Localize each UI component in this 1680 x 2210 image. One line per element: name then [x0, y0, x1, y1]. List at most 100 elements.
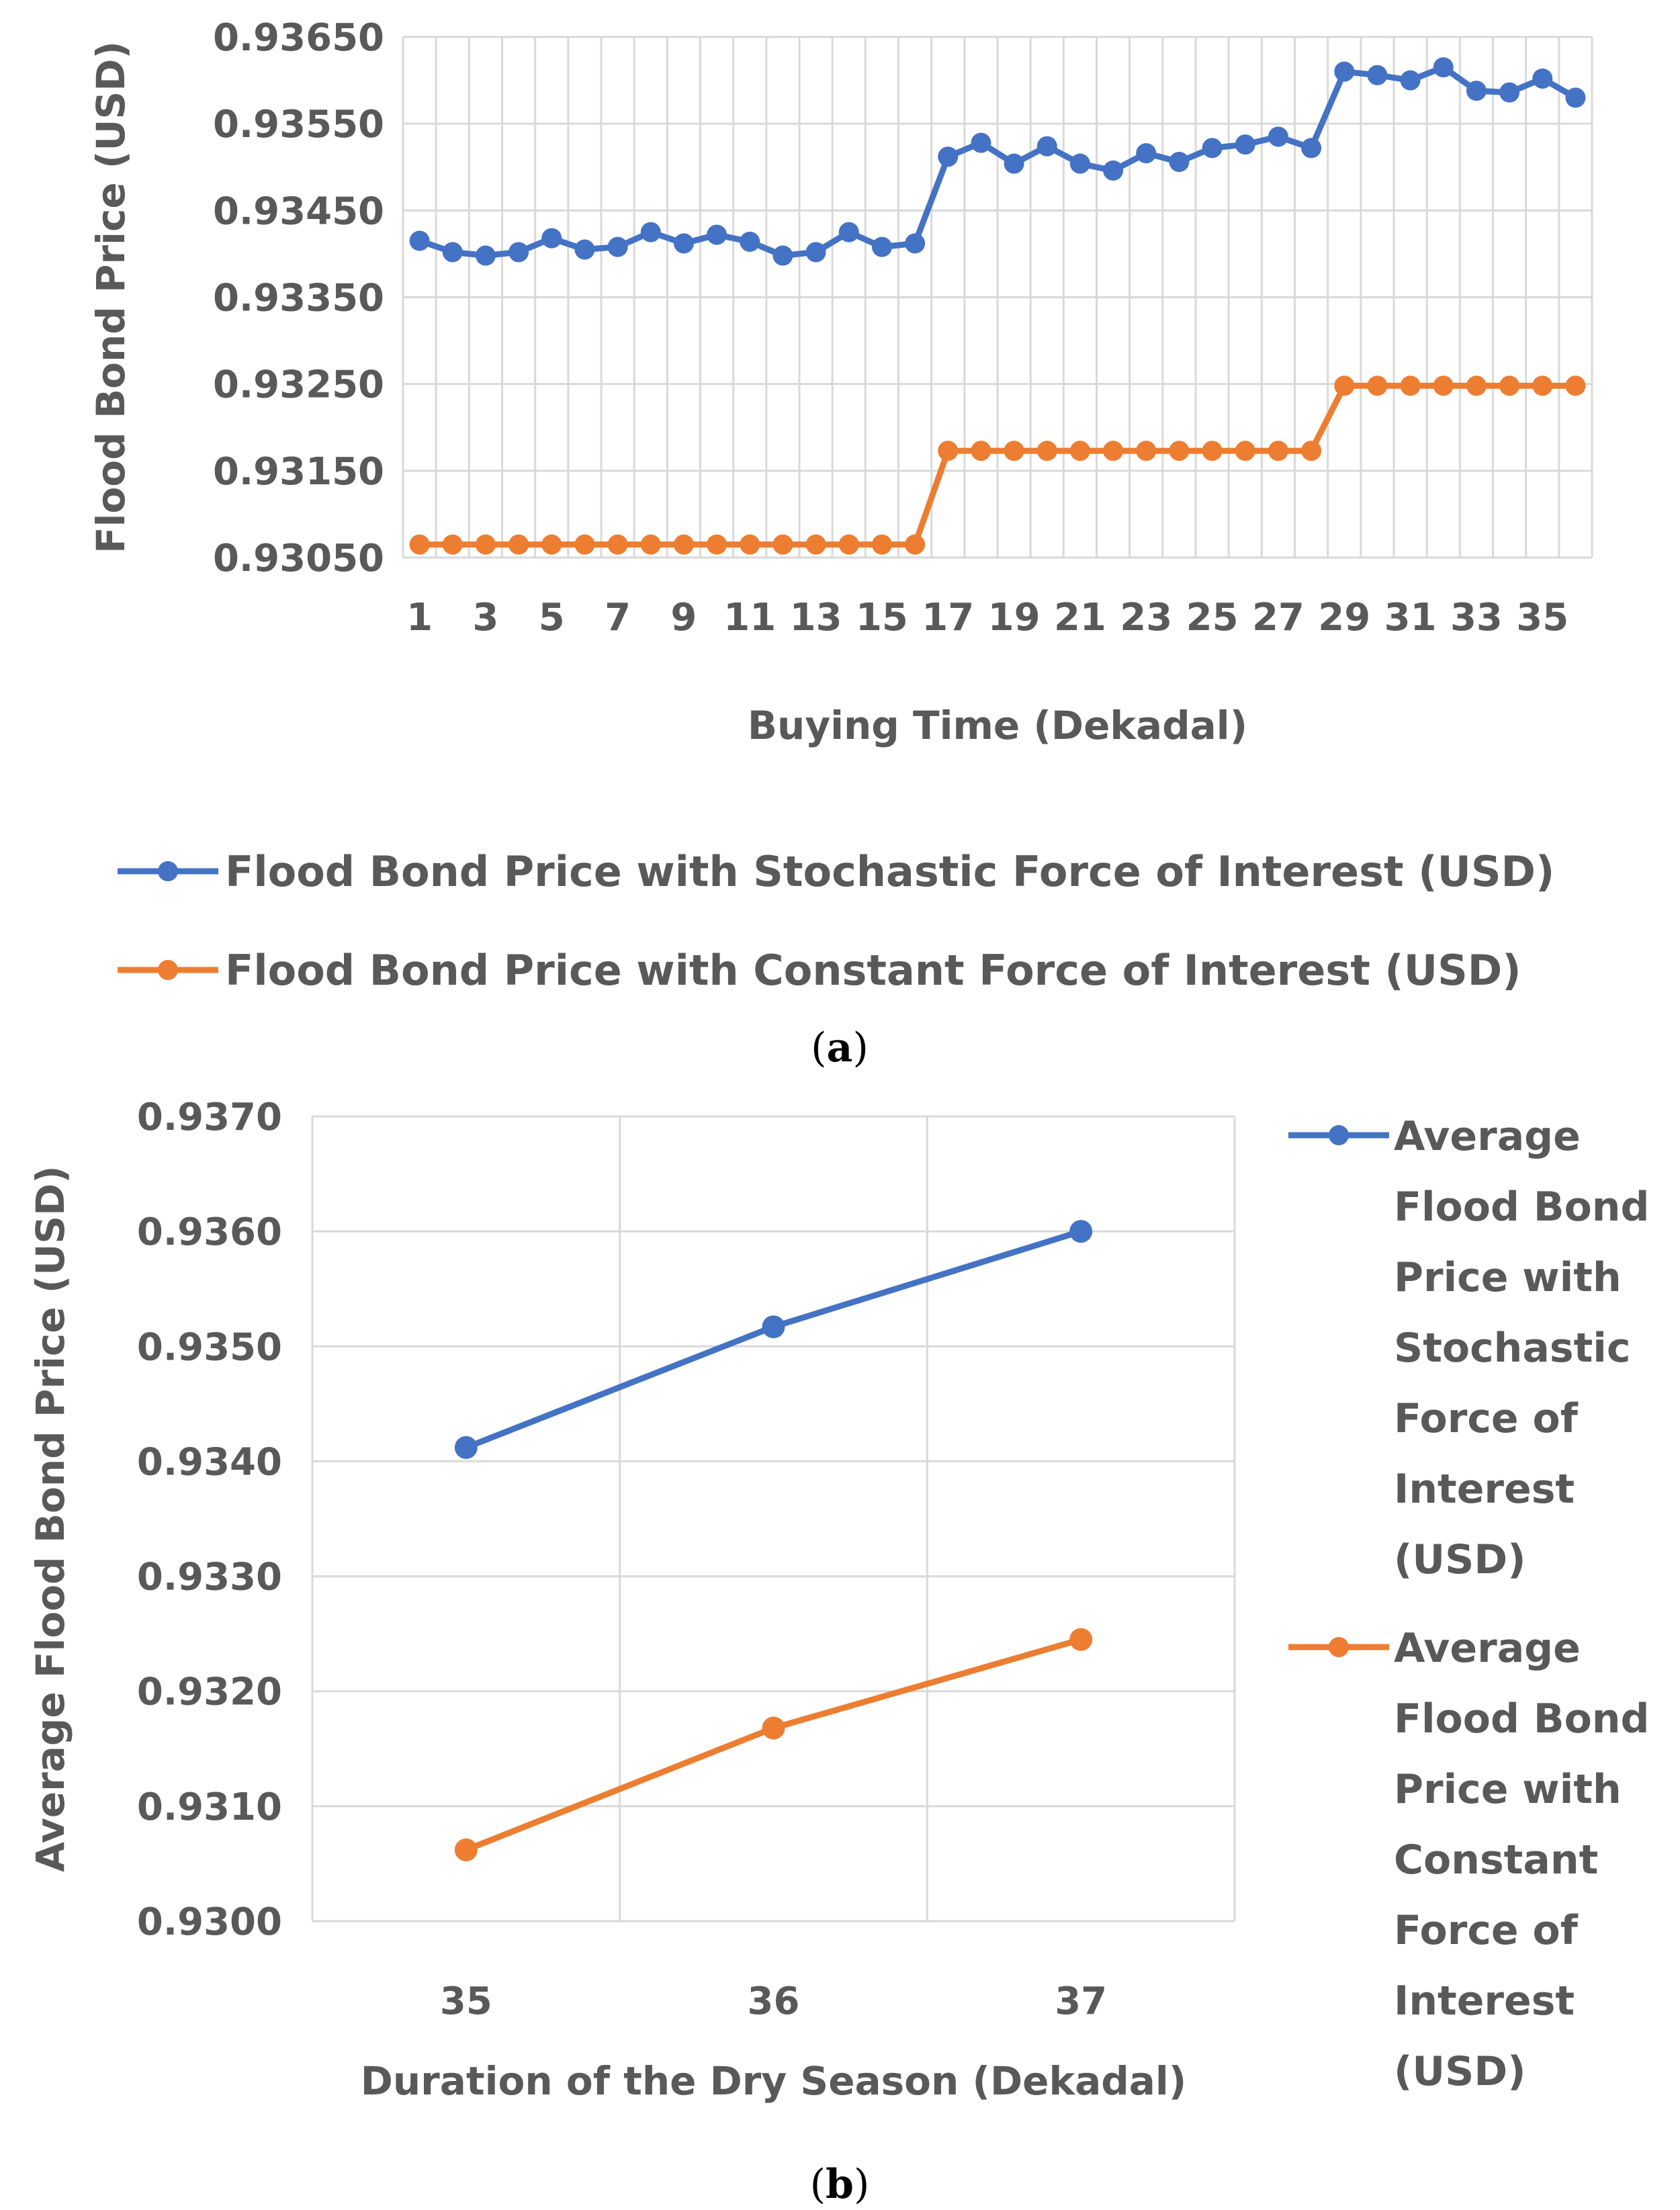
data-point	[1169, 441, 1190, 461]
y-tick-label: 0.93550	[213, 103, 384, 146]
y-tick-label: 0.9330	[137, 1556, 282, 1599]
data-point	[1367, 64, 1388, 85]
data-point	[938, 146, 959, 167]
y-tick-label: 0.93250	[213, 363, 384, 407]
data-point	[1565, 375, 1586, 396]
data-point	[1400, 70, 1421, 91]
panel-label-paren-open: (	[810, 2161, 826, 2208]
data-point	[1433, 57, 1454, 78]
x-axis-title: Buying Time (Dekadal)	[748, 703, 1247, 748]
data-point	[509, 242, 529, 263]
x-tick-label: 31	[1384, 596, 1437, 639]
data-point	[1433, 375, 1454, 396]
data-point	[475, 245, 496, 266]
data-point	[454, 1838, 478, 1861]
x-tick-label: 37	[1055, 1980, 1107, 2023]
data-point	[1069, 441, 1090, 461]
data-point	[409, 534, 430, 555]
data-point	[673, 233, 694, 254]
x-tick-label: 36	[748, 1980, 800, 2023]
y-tick-label: 0.9360	[137, 1210, 282, 1254]
x-tick-label: 33	[1450, 596, 1503, 639]
x-tick-label: 15	[856, 596, 908, 639]
data-point	[607, 236, 628, 257]
data-point	[762, 1716, 785, 1740]
legend-label-line: (USD)	[1394, 1536, 1526, 1583]
data-point	[640, 222, 661, 242]
data-point	[1069, 153, 1090, 174]
x-tick-label: 21	[1054, 596, 1106, 639]
x-axis-title: Duration of the Dry Season (Dekadal)	[361, 2058, 1187, 2104]
series-line-stochastic	[465, 1228, 1082, 1451]
legend-label-line: (USD)	[1394, 2048, 1526, 2095]
x-tick-label: 29	[1318, 596, 1370, 639]
panel-label-paren-close: )	[852, 1024, 868, 1071]
data-point	[541, 534, 562, 555]
data-point	[1169, 152, 1190, 172]
legend-label-line: Force of	[1394, 1395, 1579, 1442]
legend-label-line: Force of	[1394, 1907, 1579, 1954]
data-point	[640, 534, 661, 555]
legend-marker	[1329, 1637, 1349, 1657]
data-point	[1235, 441, 1255, 461]
legend-label-line: Price with	[1394, 1766, 1622, 1813]
data-point	[805, 534, 826, 555]
data-point	[1036, 441, 1057, 461]
data-point	[1532, 69, 1553, 89]
data-point	[772, 534, 793, 555]
legend-label-line: Average	[1394, 1113, 1581, 1160]
data-point	[905, 233, 926, 254]
chart-panel-b: 0.9300 0.9310 0.9320 0.9330 0.9340 0.9350 0.93…	[28, 1096, 1649, 2208]
data-point	[1565, 87, 1586, 108]
data-point	[905, 534, 926, 555]
data-point	[541, 228, 562, 249]
x-tick-label: 25	[1186, 596, 1239, 639]
y-tick-label: 0.9340	[137, 1440, 282, 1484]
x-tick-label: 1	[406, 596, 433, 639]
data-point	[772, 245, 793, 266]
data-point	[1400, 375, 1421, 396]
x-tick-label: 17	[922, 596, 974, 639]
data-point	[1532, 375, 1553, 396]
data-point	[1036, 136, 1057, 157]
x-tick-label: 9	[670, 596, 697, 639]
data-point	[1334, 61, 1355, 82]
x-tick-label: 27	[1252, 596, 1305, 639]
data-point	[1069, 1220, 1093, 1243]
x-tick-label: 19	[988, 596, 1041, 639]
x-tick-label: 35	[1516, 596, 1568, 639]
data-point	[1466, 375, 1487, 396]
panel-label-letter: a	[827, 1024, 853, 1071]
data-point	[607, 534, 628, 555]
x-tick-label: 7	[605, 596, 631, 639]
legend-label-line: Interest	[1394, 1978, 1575, 2025]
x-tick-label: 3	[472, 596, 498, 639]
data-point	[1103, 160, 1124, 181]
data-point	[1334, 375, 1355, 396]
data-point	[838, 534, 859, 555]
data-point	[1301, 138, 1322, 159]
data-point	[673, 534, 694, 555]
data-point	[1004, 441, 1024, 461]
data-point	[1235, 134, 1255, 155]
data-point	[1004, 153, 1024, 174]
legend-label: Flood Bond Price with Constant Force of …	[225, 946, 1521, 995]
legend-label-line: Flood Bond	[1394, 1184, 1649, 1231]
data-point	[1499, 375, 1520, 396]
panel-label-a: (a)	[811, 1024, 869, 1071]
panel-label-paren-close: )	[854, 2161, 869, 2208]
data-point	[1268, 441, 1288, 461]
data-point	[740, 534, 760, 555]
x-tick-label: 11	[723, 596, 776, 639]
data-point	[454, 1435, 478, 1459]
data-point	[574, 534, 595, 555]
data-point	[707, 224, 727, 245]
data-point	[1499, 82, 1520, 103]
panel-label-letter: b	[826, 2161, 854, 2208]
x-tick-label: 35	[440, 1980, 492, 2023]
y-tick-label: 0.9350	[137, 1325, 282, 1369]
legend-marker	[1329, 1125, 1349, 1145]
data-point	[971, 132, 991, 153]
panel-label-b: (b)	[810, 2161, 870, 2208]
series-line-constant	[465, 1636, 1082, 1853]
